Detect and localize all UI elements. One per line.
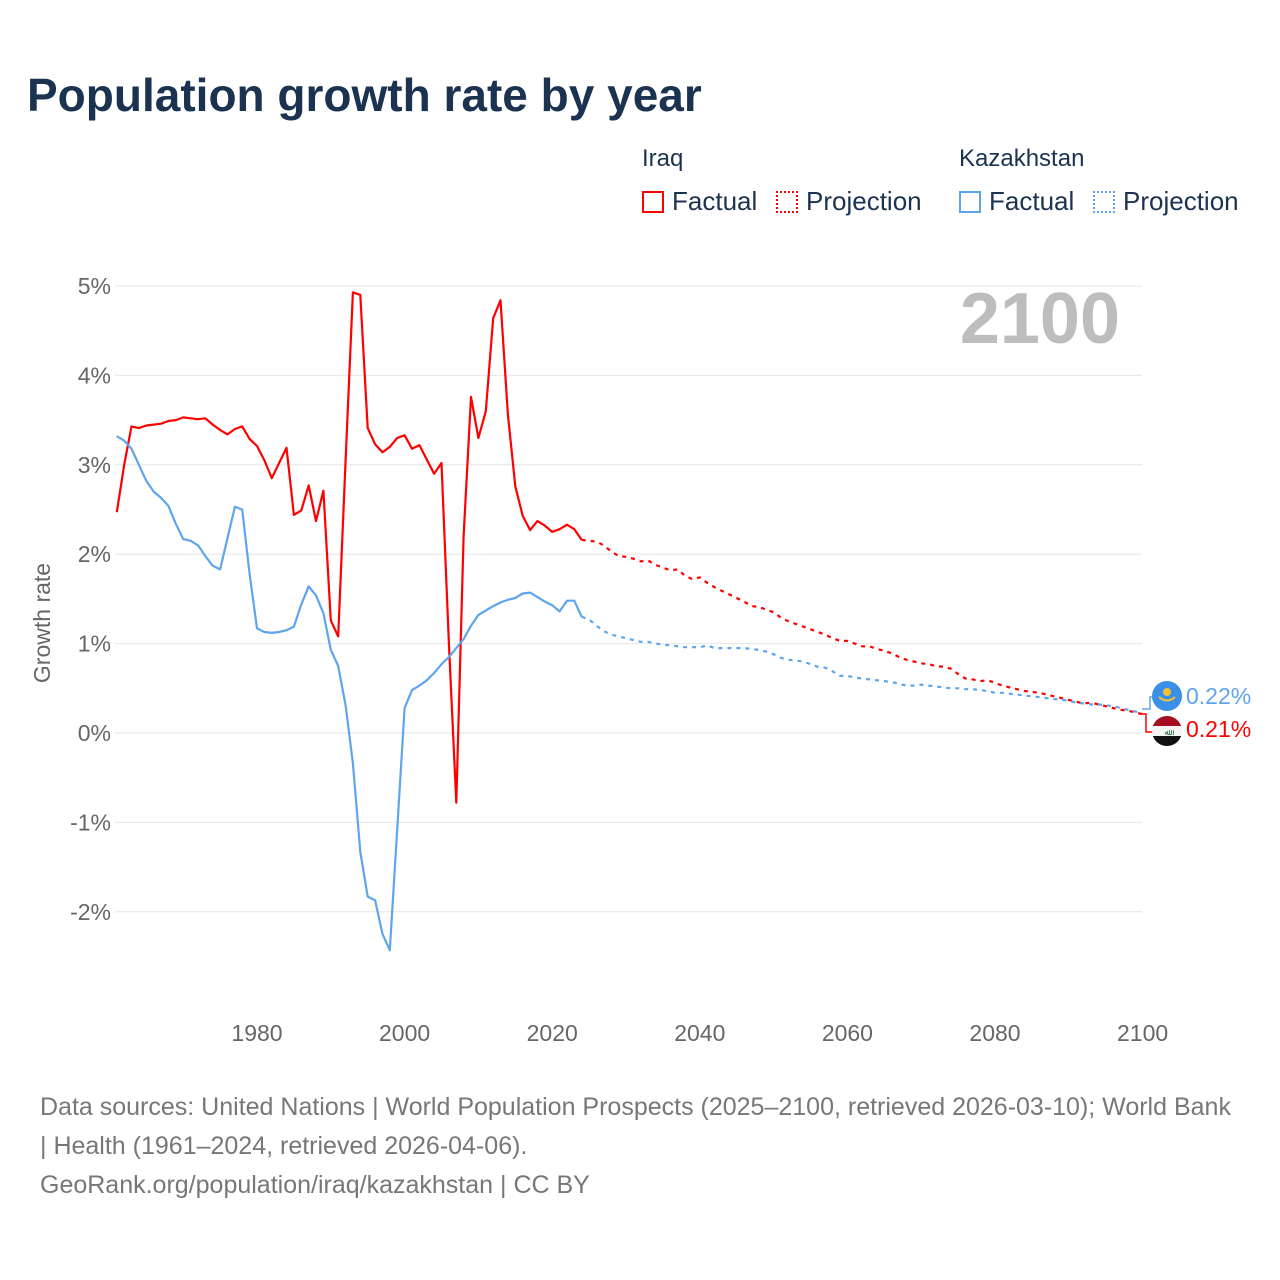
y-tick-label: 0% — [78, 720, 111, 746]
legend-group-kazakhstan: Kazakhstan — [959, 145, 1085, 172]
y-tick-label: 5% — [78, 273, 111, 299]
series-line-iraq-factual — [115, 291, 583, 804]
y-axis-label: Growth rate — [29, 563, 55, 683]
y-tick-label: 2% — [78, 541, 111, 567]
attribution-link[interactable]: GeoRank.org/population/iraq/kazakhstan |… — [40, 1171, 590, 1199]
footer: Data sources: United Nations | World Pop… — [40, 1088, 1240, 1205]
y-tick-label: 1% — [78, 631, 111, 657]
series-line-kazakhstan-projection — [581, 615, 1143, 715]
kazakhstan-end-value: 0.22% — [1186, 683, 1251, 709]
x-tick-label: 1980 — [231, 1020, 282, 1046]
y-tick-label: -1% — [70, 809, 111, 835]
year-watermark: 2100 — [960, 279, 1120, 359]
series-line-kazakhstan-factual — [116, 435, 583, 952]
series-line-iraq-projection — [581, 538, 1143, 716]
x-tick-label: 2000 — [379, 1020, 430, 1046]
legend-label: Projection — [1123, 186, 1239, 216]
legend-label: Factual — [672, 186, 758, 216]
legend-swatch — [959, 190, 981, 213]
legend-iraq-projection[interactable]: Projection — [776, 186, 922, 217]
end-markers: ﷲ 0.22% 0.21% — [1142, 681, 1251, 746]
x-tick-label: 2040 — [674, 1020, 725, 1046]
legend-label: Projection — [806, 186, 922, 216]
legend-swatch — [642, 190, 664, 213]
legend-kazakhstan-projection[interactable]: Projection — [1093, 186, 1239, 217]
legend-label: Factual — [989, 186, 1075, 216]
iraq-end-value: 0.21% — [1186, 716, 1251, 742]
y-tick-label: 4% — [78, 362, 111, 388]
x-tick-label: 2020 — [527, 1020, 578, 1046]
x-tick-label: 2080 — [969, 1020, 1020, 1046]
legend-swatch — [776, 190, 798, 213]
data-sources: Data sources: United Nations | World Pop… — [40, 1093, 1231, 1160]
y-tick-label: 3% — [78, 452, 111, 478]
kazakhstan-flag-icon — [1152, 681, 1182, 711]
page-title: Population growth rate by year — [27, 69, 702, 121]
legend-swatch — [1093, 190, 1115, 213]
legend-group-iraq: Iraq — [642, 145, 684, 172]
x-tick-label: 2100 — [1117, 1020, 1168, 1046]
legend-iraq-factual[interactable]: Factual — [642, 186, 757, 217]
y-tick-label: -2% — [70, 899, 111, 925]
legend-kazakhstan-factual[interactable]: Factual — [959, 186, 1074, 217]
x-tick-label: 2060 — [822, 1020, 873, 1046]
iraq-flag-icon: ﷲ — [1152, 716, 1182, 746]
